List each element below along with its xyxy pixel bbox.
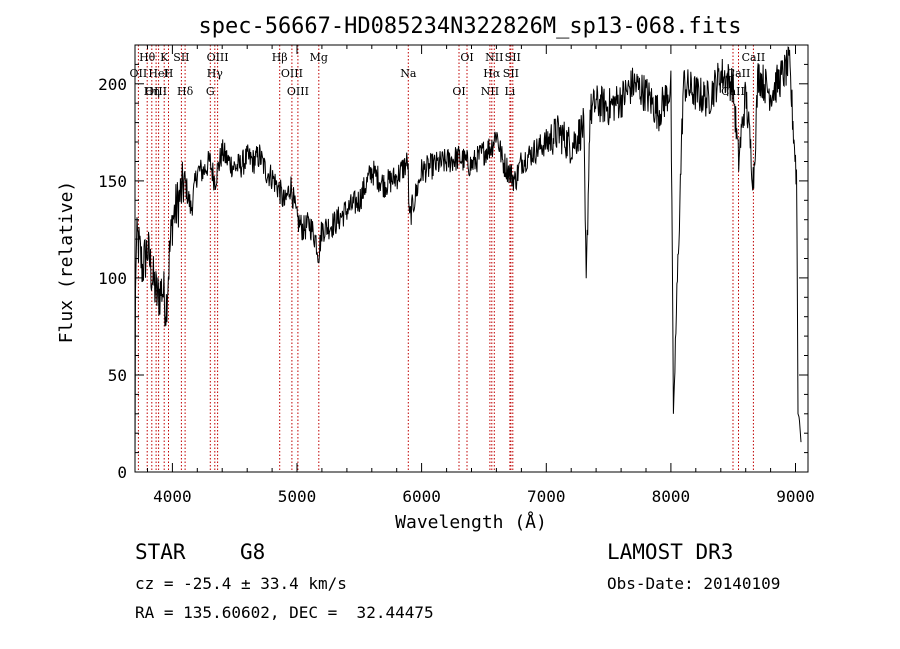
y-tick-label: 0 [117,463,127,482]
line-label: Hη [144,85,160,98]
line-label: H [164,67,174,80]
line-label: SII [173,51,189,64]
survey-name: LAMOST DR3 [607,540,734,564]
line-label: K [160,51,169,64]
y-tick-label: 50 [108,366,127,385]
line-label: Hα [483,67,501,80]
x-tick-label: 7000 [527,487,566,506]
line-label: OIII [281,67,303,80]
y-axis-label: Flux (relative) [56,181,77,344]
coordinates-text: RA = 135.60602, DEC = 32.44475 [135,603,434,622]
spectrum-line [134,46,802,463]
y-tick-label: 100 [98,269,127,288]
line-label: OIII [207,51,229,64]
redshift-text: cz = -25.4 ± 33.4 km/s [135,574,347,593]
line-label: SII [503,67,519,80]
x-axis-ticks: 4000 5000 6000 7000 8000 9000 [147,45,815,506]
line-label: OIII [145,85,167,98]
y-axis-ticks: 0 50 100 150 200 [98,44,808,482]
x-axis-label: Wavelength (Å) [395,511,547,533]
spectrum-series [134,46,802,463]
plot-frame [134,44,809,473]
line-label: Hθ [139,51,156,64]
line-label: OIII [287,85,309,98]
emission-line-markers [137,45,754,472]
object-class: STAR [135,540,186,564]
line-label: NII [485,51,503,64]
line-label: OI [460,51,473,64]
line-label: Na [400,67,417,80]
x-tick-label: 9000 [776,487,815,506]
line-label: G [206,85,215,98]
line-label: Hγ [207,67,224,80]
line-label: OII [130,67,148,80]
y-tick-label: 200 [98,75,127,94]
line-label: Li [504,85,515,98]
y-tick-label: 150 [98,172,127,191]
x-tick-label: 8000 [652,487,691,506]
object-subclass: G8 [240,540,266,564]
line-label: SII [505,51,521,64]
x-tick-label: 6000 [402,487,441,506]
line-label: Hβ [272,51,288,64]
line-label: Hδ [177,85,194,98]
line-label: HeI [148,67,168,80]
line-label: OI [452,85,465,98]
line-label: NII [481,85,499,98]
line-label: CaII [742,51,766,64]
x-tick-label: 4000 [153,487,192,506]
chart-title: spec-56667-HD085234N322826M_sp13-068.fit… [198,14,741,39]
obs-date: Obs-Date: 20140109 [607,574,781,593]
line-label: Mg [310,51,328,64]
x-tick-label: 5000 [278,487,317,506]
